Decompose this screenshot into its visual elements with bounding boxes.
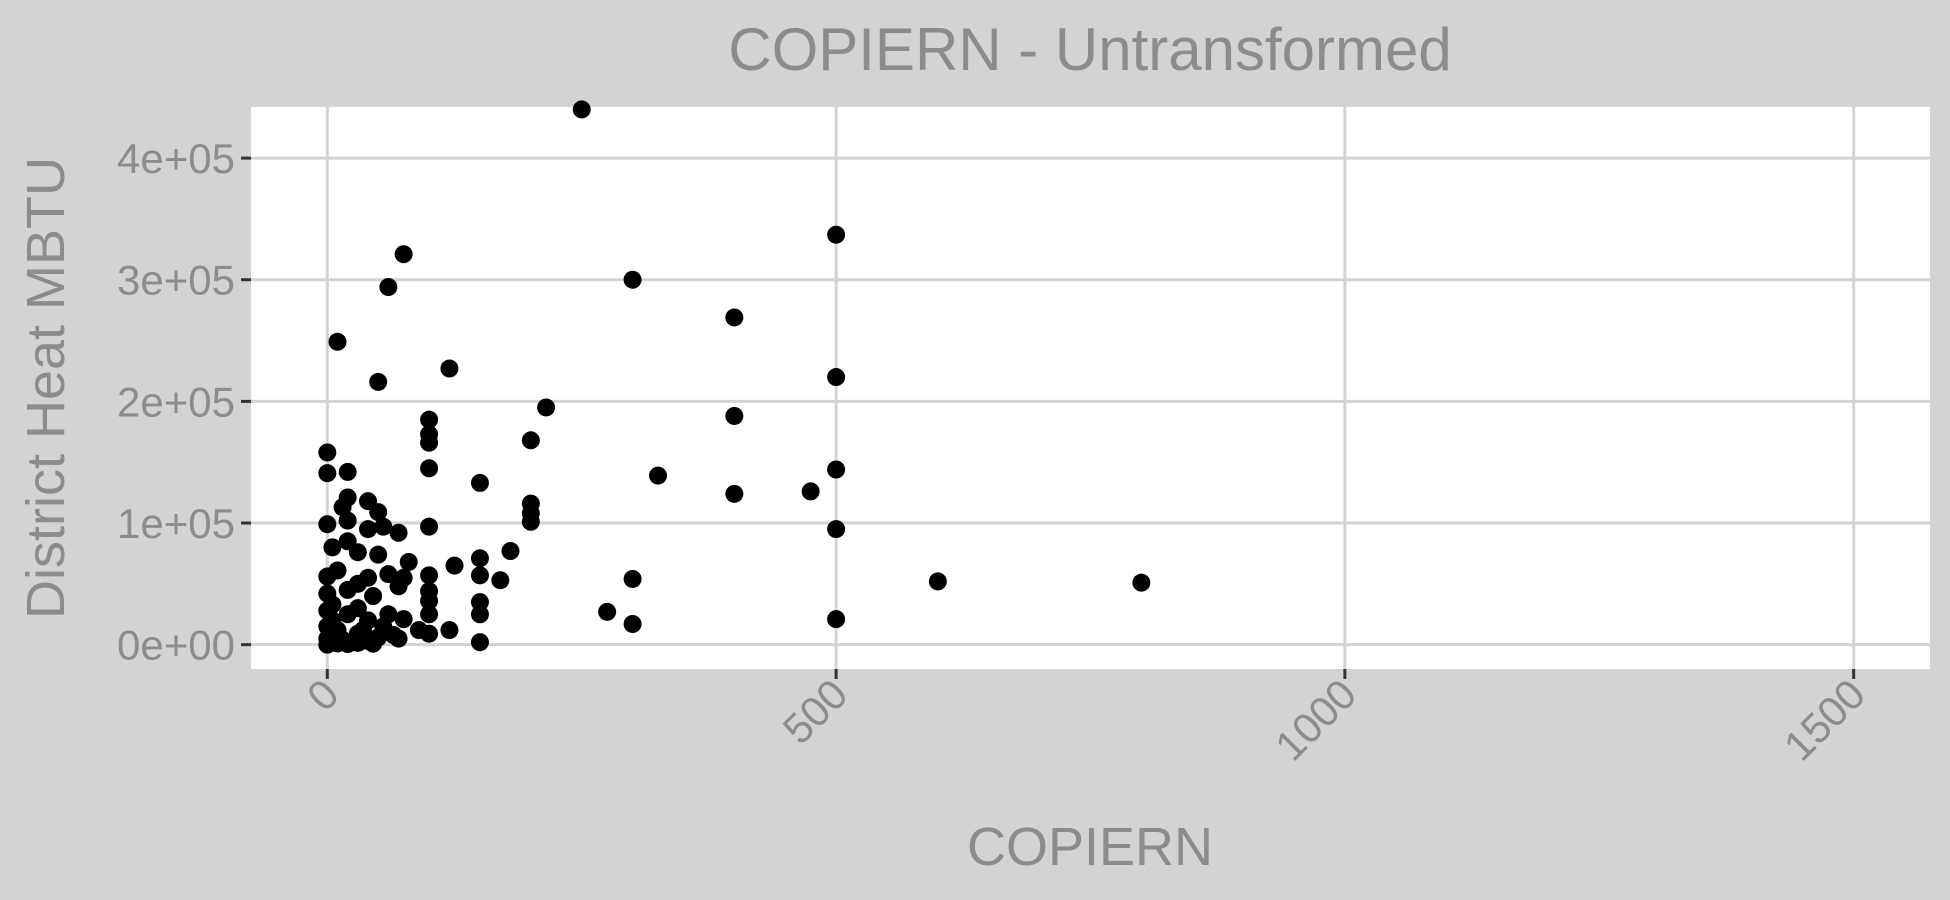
data-point bbox=[338, 511, 357, 530]
data-point bbox=[440, 621, 459, 640]
axis-ticks bbox=[241, 156, 1856, 679]
data-point bbox=[359, 520, 378, 539]
data-point bbox=[725, 484, 744, 503]
data-point bbox=[318, 567, 337, 586]
data-point bbox=[827, 368, 846, 387]
x-axis-title: COPIERN bbox=[967, 817, 1213, 877]
data-point bbox=[420, 624, 439, 643]
data-point bbox=[369, 372, 388, 391]
data-point bbox=[399, 552, 418, 571]
data-point bbox=[623, 614, 642, 633]
data-points bbox=[318, 100, 1151, 654]
data-point bbox=[420, 591, 439, 610]
data-point bbox=[379, 278, 398, 297]
data-point bbox=[649, 466, 668, 485]
data-point bbox=[348, 633, 367, 652]
chart-title: COPIERN - Untransformed bbox=[728, 16, 1452, 83]
data-point bbox=[827, 520, 846, 539]
data-point bbox=[501, 542, 520, 561]
data-point bbox=[521, 431, 540, 450]
data-point bbox=[369, 503, 388, 522]
data-point bbox=[318, 443, 337, 462]
data-point bbox=[323, 538, 342, 557]
data-point bbox=[827, 610, 846, 629]
data-point bbox=[598, 602, 617, 621]
data-point bbox=[389, 523, 408, 542]
y-tick-label: 1e+05 bbox=[117, 500, 235, 547]
data-point bbox=[470, 549, 489, 568]
data-point bbox=[420, 605, 439, 624]
data-point bbox=[364, 634, 383, 653]
data-point bbox=[323, 611, 342, 630]
data-point bbox=[623, 270, 642, 289]
data-point bbox=[801, 482, 820, 501]
data-point bbox=[394, 245, 413, 264]
data-point bbox=[420, 517, 439, 536]
data-point bbox=[725, 308, 744, 327]
y-tick-labels: 0e+00 1e+05 2e+05 3e+05 4e+05 bbox=[117, 135, 235, 669]
y-tick-label: 3e+05 bbox=[117, 257, 235, 304]
data-point bbox=[420, 566, 439, 585]
data-point bbox=[827, 225, 846, 244]
data-point bbox=[338, 605, 357, 624]
data-point bbox=[623, 569, 642, 588]
plot-panel bbox=[251, 107, 1930, 669]
data-point bbox=[369, 545, 388, 564]
data-point bbox=[470, 473, 489, 492]
data-point bbox=[521, 512, 540, 531]
data-point bbox=[374, 517, 393, 536]
data-point bbox=[328, 332, 347, 351]
y-tick-label: 2e+05 bbox=[117, 378, 235, 425]
data-point bbox=[445, 556, 464, 575]
data-point bbox=[318, 464, 337, 483]
data-point bbox=[928, 572, 947, 591]
data-point bbox=[572, 100, 591, 119]
data-point bbox=[537, 398, 556, 417]
data-point bbox=[384, 625, 403, 644]
data-point bbox=[348, 543, 367, 562]
data-point bbox=[1132, 573, 1151, 592]
data-point bbox=[725, 406, 744, 425]
data-point bbox=[491, 571, 510, 590]
data-point bbox=[389, 577, 408, 596]
data-point bbox=[364, 587, 383, 606]
data-point bbox=[440, 359, 459, 378]
data-point bbox=[420, 410, 439, 429]
data-point bbox=[420, 459, 439, 478]
y-tick-label: 0e+00 bbox=[117, 622, 235, 669]
data-point bbox=[394, 610, 413, 629]
data-point bbox=[470, 633, 489, 652]
y-axis-title: District Heat MBTU bbox=[16, 157, 76, 619]
data-point bbox=[338, 580, 357, 599]
data-point bbox=[420, 433, 439, 452]
data-point bbox=[318, 515, 337, 534]
grid-lines bbox=[251, 107, 1930, 669]
data-point bbox=[470, 605, 489, 624]
data-point bbox=[470, 566, 489, 585]
y-tick-label: 4e+05 bbox=[117, 135, 235, 182]
data-point bbox=[379, 565, 398, 584]
data-point bbox=[338, 462, 357, 481]
data-point bbox=[827, 460, 846, 479]
